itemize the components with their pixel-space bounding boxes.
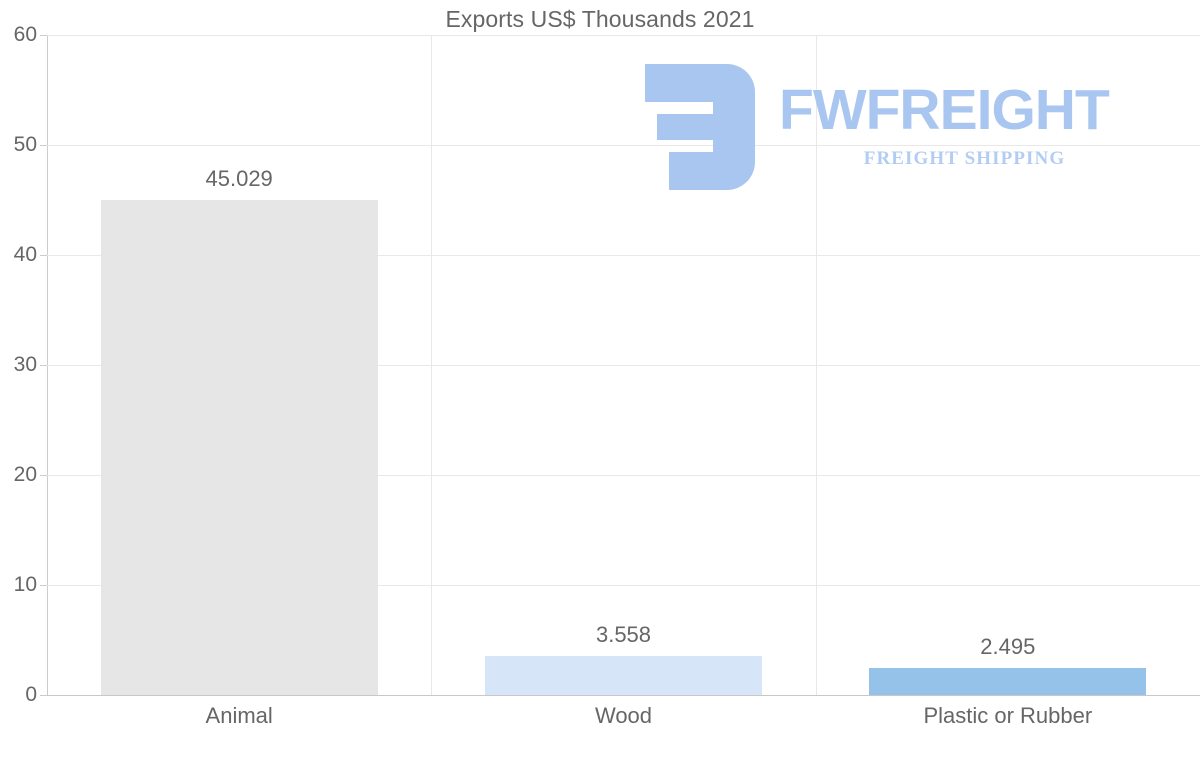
y-gridline <box>47 695 1200 696</box>
y-gridline <box>47 365 1200 366</box>
bar-plastic-or-rubber[interactable] <box>869 667 1147 695</box>
bar-value-label: 3.558 <box>595 621 652 647</box>
y-gridline <box>47 145 1200 146</box>
y-axis-tick-label: 30 <box>13 353 37 376</box>
y-axis-tick-label: 10 <box>13 573 37 596</box>
y-gridline <box>47 475 1200 476</box>
x-axis-tick-label: Wood <box>594 703 653 728</box>
y-axis-tick-label: 40 <box>13 243 37 266</box>
y-axis-tick-mark <box>40 35 47 36</box>
y-axis-tick-label: 20 <box>13 463 37 486</box>
y-axis-tick-mark <box>40 695 47 696</box>
x-gridline <box>816 35 817 695</box>
bar-value-label: 2.495 <box>980 633 1036 659</box>
y-axis-tick-label: 60 <box>13 23 37 46</box>
y-axis-tick-mark <box>40 475 47 476</box>
y-gridline <box>47 585 1200 586</box>
chart-title: Exports US$ Thousands 2021 <box>445 6 755 32</box>
y-axis-tick-mark <box>40 255 47 256</box>
bar-animal[interactable] <box>100 199 378 695</box>
x-axis-tick-label: Plastic or Rubber <box>923 703 1093 728</box>
y-axis-tick-mark <box>40 365 47 366</box>
y-axis-tick-label: 0 <box>25 683 37 706</box>
x-axis-tick-label: Animal <box>205 703 273 728</box>
y-gridline <box>47 255 1200 256</box>
bar-wood[interactable] <box>485 655 762 695</box>
y-gridline <box>47 35 1200 36</box>
plot-area: 45.029 3.558 2.495 <box>47 35 1200 696</box>
y-axis-tick-mark <box>40 145 47 146</box>
y-axis-tick-mark <box>40 585 47 586</box>
x-gridline <box>431 35 432 695</box>
y-axis-tick-label: 50 <box>13 133 37 156</box>
bar-value-label: 45.029 <box>205 165 273 191</box>
